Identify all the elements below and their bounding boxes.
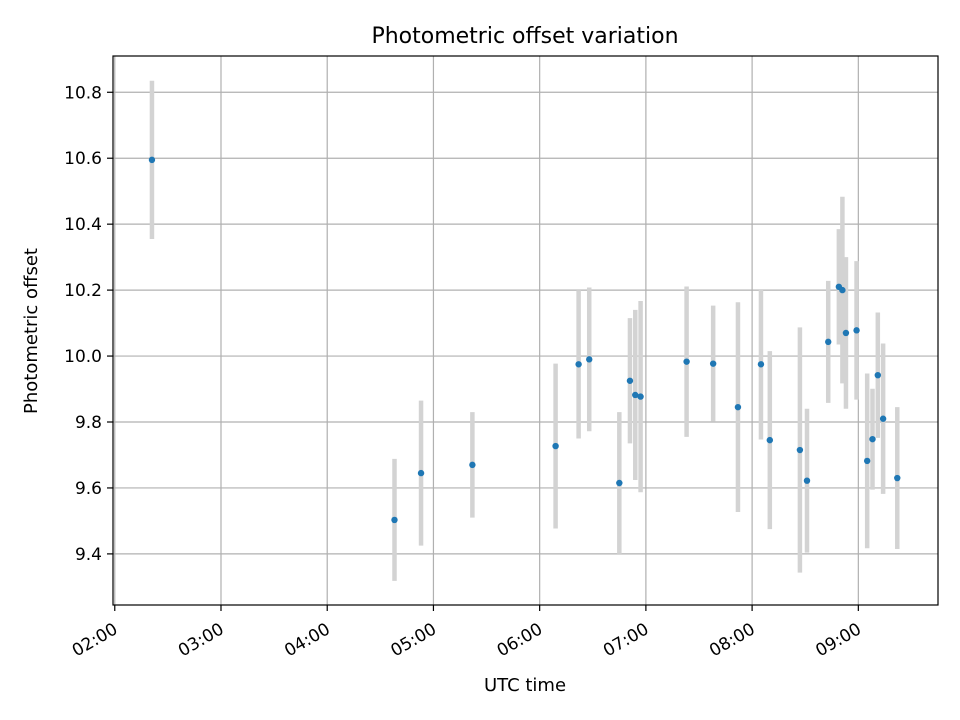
- data-point: [417, 469, 425, 477]
- y-tick-label: 10.2: [64, 281, 102, 301]
- y-tick-label: 10.8: [64, 83, 102, 103]
- gridlines: [113, 56, 938, 605]
- data-point: [148, 156, 156, 164]
- data-point: [803, 477, 811, 484]
- data-point: [796, 446, 804, 454]
- data-point: [683, 358, 690, 365]
- x-axis-label: UTC time: [484, 675, 566, 696]
- data-point: [616, 479, 623, 487]
- data-point: [469, 461, 476, 469]
- y-tick-label: 9.4: [75, 545, 102, 565]
- y-axis-ticks: 9.4 9.6 9.8 10.0 10.2 10.4 10.6 10.8: [64, 83, 113, 565]
- data-point: [842, 329, 850, 337]
- data-point: [874, 371, 882, 379]
- data-point: [632, 391, 639, 399]
- data-point: [894, 474, 901, 482]
- data-point: [552, 442, 559, 450]
- data-point: [575, 361, 582, 368]
- data-point: [853, 327, 860, 334]
- data-point: [709, 360, 717, 367]
- y-tick-label: 10.4: [64, 215, 102, 235]
- data-point: [391, 516, 398, 524]
- data-point: [586, 356, 593, 363]
- data-point: [863, 457, 871, 465]
- data-point: [869, 435, 876, 443]
- data-point: [839, 286, 846, 294]
- y-tick-label: 10.0: [64, 347, 102, 367]
- plot-frame: [112, 55, 939, 606]
- y-tick-label: 9.6: [75, 479, 102, 499]
- data-point: [734, 403, 742, 411]
- y-axis-label: Photometric offset: [21, 248, 42, 414]
- data-point: [766, 436, 774, 444]
- data-point: [757, 361, 765, 368]
- data-points: [148, 156, 901, 524]
- data-point: [637, 393, 644, 400]
- y-tick-label: 9.8: [75, 413, 102, 433]
- data-point: [626, 377, 634, 384]
- chart-title: Photometric offset variation: [371, 24, 678, 49]
- data-point: [879, 415, 887, 422]
- y-tick-label: 10.6: [64, 149, 102, 169]
- data-point: [825, 338, 832, 346]
